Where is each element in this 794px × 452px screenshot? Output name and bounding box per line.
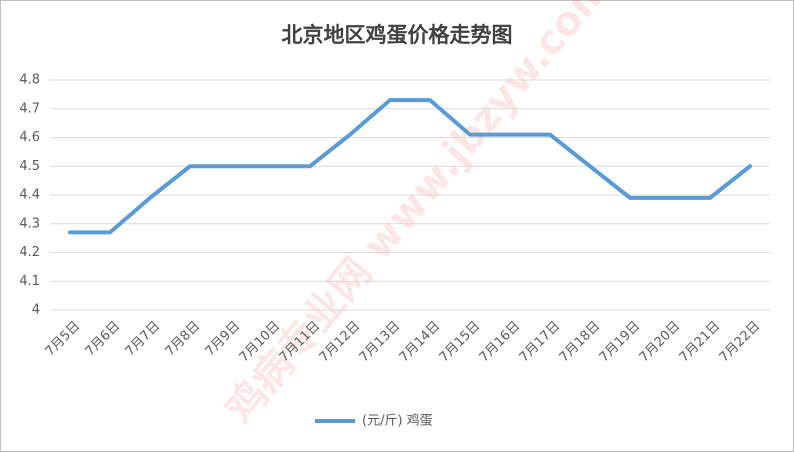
y-tick-label: 4.5 [19, 159, 40, 174]
y-tick-label: 4.4 [19, 188, 40, 203]
y-tick-label: 4.7 [19, 101, 40, 116]
chart-title: 北京地区鸡蛋价格走势图 [282, 23, 513, 47]
y-tick-label: 4.1 [19, 274, 40, 289]
y-tick-label: 4.8 [19, 73, 40, 88]
data-line [68, 98, 752, 235]
y-tick-label: 4.2 [19, 245, 40, 260]
y-tick-label: 4.3 [19, 216, 40, 231]
y-tick-label: 4.6 [19, 130, 40, 145]
legend-label: (元/斤) 鸡蛋 [362, 413, 433, 429]
y-tick-label: 4 [32, 303, 40, 318]
